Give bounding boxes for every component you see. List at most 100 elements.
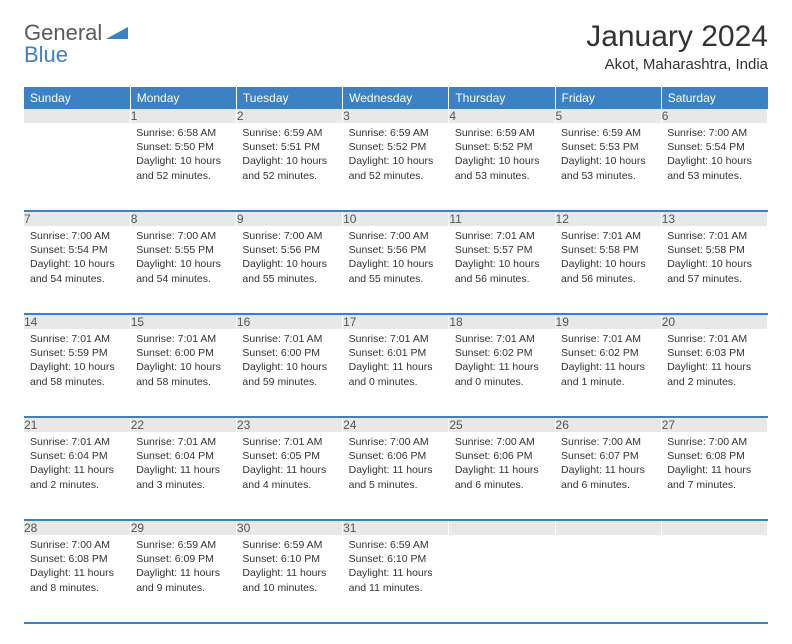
daylight-line: Daylight: 10 hours and 55 minutes.: [242, 257, 336, 285]
day-number: 4: [449, 109, 555, 123]
day-row: Sunrise: 7:00 AM Sunset: 5:54 PM Daylight:…: [24, 226, 768, 314]
daylight-line: Daylight: 11 hours and 5 minutes.: [349, 463, 443, 491]
day-cell: Sunrise: 6:59 AMSunset: 5:52 PMDaylight:…: [449, 123, 555, 211]
day-cell: Sunrise: 7:01 AMSunset: 6:04 PMDaylight:…: [24, 432, 130, 520]
sunrise-line: Sunrise: 7:01 AM: [242, 332, 336, 346]
day-details: Sunrise: 6:59 AMSunset: 5:53 PMDaylight:…: [555, 123, 661, 189]
logo-triangle-icon: [106, 23, 128, 44]
sunrise-line: Sunrise: 7:00 AM: [136, 229, 230, 243]
day-details: Sunrise: 7:00 AMSunset: 6:07 PMDaylight:…: [555, 432, 661, 498]
sunrise-line: Sunrise: 6:59 AM: [349, 126, 443, 140]
sunrise-line: Sunrise: 6:58 AM: [136, 126, 230, 140]
day-details: Sunrise: 7:00 AMSunset: 5:56 PMDaylight:…: [236, 226, 342, 292]
title-block: January 2024 Akot, Maharashtra, India: [586, 20, 768, 73]
sunrise-line: Sunrise: 7:01 AM: [667, 229, 761, 243]
sunrise-line: Sunrise: 7:00 AM: [455, 435, 549, 449]
day-details: Sunrise: 7:01 AMSunset: 5:59 PMDaylight:…: [24, 329, 130, 395]
sunrise-line: Sunrise: 7:00 AM: [30, 538, 124, 552]
day-details: Sunrise: 7:00 AMSunset: 6:06 PMDaylight:…: [449, 432, 555, 498]
sunrise-line: Sunrise: 7:01 AM: [30, 332, 124, 346]
day-cell: Sunrise: 7:00 AMSunset: 5:56 PMDaylight:…: [343, 226, 449, 314]
day-number: 11: [449, 211, 555, 226]
daylight-line: Daylight: 11 hours and 10 minutes.: [242, 566, 336, 594]
sunset-line: Sunset: 5:51 PM: [242, 140, 336, 154]
day-details: Sunrise: 6:59 AMSunset: 5:52 PMDaylight:…: [343, 123, 449, 189]
daylight-line: Daylight: 11 hours and 6 minutes.: [455, 463, 549, 491]
daynum-row: 21222324252627: [24, 417, 768, 432]
day-cell: Sunrise: 6:58 AMSunset: 5:50 PMDaylight:…: [130, 123, 236, 211]
sunrise-line: Sunrise: 7:00 AM: [349, 435, 443, 449]
sunrise-line: Sunrise: 7:00 AM: [349, 229, 443, 243]
sunset-line: Sunset: 5:54 PM: [30, 243, 124, 257]
daylight-line: Daylight: 11 hours and 4 minutes.: [242, 463, 336, 491]
day-cell: [24, 123, 130, 211]
day-cell: [449, 535, 555, 623]
sunrise-line: Sunrise: 6:59 AM: [561, 126, 655, 140]
day-number: 14: [24, 314, 130, 329]
sunrise-line: Sunrise: 6:59 AM: [242, 538, 336, 552]
day-cell: Sunrise: 7:01 AMSunset: 6:02 PMDaylight:…: [555, 329, 661, 417]
sunrise-line: Sunrise: 7:01 AM: [349, 332, 443, 346]
day-cell: Sunrise: 7:01 AMSunset: 6:03 PMDaylight:…: [661, 329, 767, 417]
daylight-line: Daylight: 10 hours and 58 minutes.: [30, 360, 124, 388]
sunrise-line: Sunrise: 7:01 AM: [455, 332, 549, 346]
day-cell: Sunrise: 7:00 AMSunset: 5:55 PMDaylight:…: [130, 226, 236, 314]
sunrise-line: Sunrise: 7:01 AM: [561, 229, 655, 243]
day-details: Sunrise: 6:59 AMSunset: 6:10 PMDaylight:…: [236, 535, 342, 601]
sunset-line: Sunset: 6:03 PM: [667, 346, 761, 360]
header: General January 2024 Akot, Maharashtra, …: [24, 20, 768, 73]
sunrise-line: Sunrise: 7:00 AM: [667, 435, 761, 449]
sunset-line: Sunset: 5:52 PM: [455, 140, 549, 154]
day-number: 17: [343, 314, 449, 329]
day-cell: Sunrise: 7:00 AMSunset: 6:06 PMDaylight:…: [449, 432, 555, 520]
daylight-line: Daylight: 11 hours and 0 minutes.: [349, 360, 443, 388]
daylight-line: Daylight: 11 hours and 11 minutes.: [349, 566, 443, 594]
day-number: 5: [555, 109, 661, 123]
daylight-line: Daylight: 11 hours and 8 minutes.: [30, 566, 124, 594]
weekday-header: Sunday: [24, 87, 130, 109]
sunset-line: Sunset: 5:58 PM: [561, 243, 655, 257]
daylight-line: Daylight: 11 hours and 2 minutes.: [667, 360, 761, 388]
day-cell: Sunrise: 7:01 AMSunset: 5:58 PMDaylight:…: [555, 226, 661, 314]
day-cell: Sunrise: 7:01 AMSunset: 6:00 PMDaylight:…: [130, 329, 236, 417]
sunset-line: Sunset: 6:10 PM: [242, 552, 336, 566]
day-number: 7: [24, 211, 130, 226]
weekday-header: Thursday: [449, 87, 555, 109]
day-cell: Sunrise: 7:00 AMSunset: 6:06 PMDaylight:…: [343, 432, 449, 520]
day-details: Sunrise: 7:01 AMSunset: 6:04 PMDaylight:…: [130, 432, 236, 498]
day-row: Sunrise: 7:00 AMSunset: 6:08 PMDaylight:…: [24, 535, 768, 623]
daynum-row: 14151617181920: [24, 314, 768, 329]
sunrise-line: Sunrise: 6:59 AM: [242, 126, 336, 140]
sunset-line: Sunset: 5:50 PM: [136, 140, 230, 154]
calendar-table: SundayMondayTuesdayWednesdayThursdayFrid…: [24, 87, 768, 624]
sunset-line: Sunset: 5:58 PM: [667, 243, 761, 257]
daylight-line: Daylight: 11 hours and 2 minutes.: [30, 463, 124, 491]
day-number: 15: [130, 314, 236, 329]
day-cell: Sunrise: 6:59 AMSunset: 6:10 PMDaylight:…: [343, 535, 449, 623]
day-details: Sunrise: 7:00 AMSunset: 5:56 PMDaylight:…: [343, 226, 449, 292]
daylight-line: Daylight: 11 hours and 7 minutes.: [667, 463, 761, 491]
day-cell: Sunrise: 7:00 AMSunset: 6:07 PMDaylight:…: [555, 432, 661, 520]
day-cell: Sunrise: 7:01 AMSunset: 6:02 PMDaylight:…: [449, 329, 555, 417]
sunset-line: Sunset: 6:02 PM: [455, 346, 549, 360]
day-cell: Sunrise: 7:00 AMSunset: 5:56 PMDaylight:…: [236, 226, 342, 314]
sunset-line: Sunset: 6:00 PM: [242, 346, 336, 360]
day-number: 3: [343, 109, 449, 123]
day-cell: Sunrise: 7:00 AMSunset: 6:08 PMDaylight:…: [24, 535, 130, 623]
day-details: Sunrise: 7:01 AMSunset: 5:58 PMDaylight:…: [555, 226, 661, 292]
weekday-header-row: SundayMondayTuesdayWednesdayThursdayFrid…: [24, 87, 768, 109]
sunrise-line: Sunrise: 7:01 AM: [136, 435, 230, 449]
day-details: Sunrise: 7:01 AMSunset: 6:03 PMDaylight:…: [661, 329, 767, 395]
day-details: Sunrise: 7:00 AMSunset: 6:06 PMDaylight:…: [343, 432, 449, 498]
day-number: 28: [24, 520, 130, 535]
sunset-line: Sunset: 6:06 PM: [455, 449, 549, 463]
day-details: Sunrise: 6:58 AMSunset: 5:50 PMDaylight:…: [130, 123, 236, 189]
weekday-header: Friday: [555, 87, 661, 109]
day-details: Sunrise: 7:01 AMSunset: 5:57 PMDaylight:…: [449, 226, 555, 292]
day-row: Sunrise: 7:01 AMSunset: 6:04 PMDaylight:…: [24, 432, 768, 520]
day-details: Sunrise: 6:59 AMSunset: 5:52 PMDaylight:…: [449, 123, 555, 189]
daylight-line: Daylight: 10 hours and 53 minutes.: [455, 154, 549, 182]
day-row: Sunrise: 6:58 AMSunset: 5:50 PM Daylight:…: [24, 123, 768, 211]
daylight-line: Daylight: 10 hours and 56 minutes.: [455, 257, 549, 285]
day-cell: Sunrise: 7:01 AMSunset: 5:58 PMDaylight:…: [661, 226, 767, 314]
